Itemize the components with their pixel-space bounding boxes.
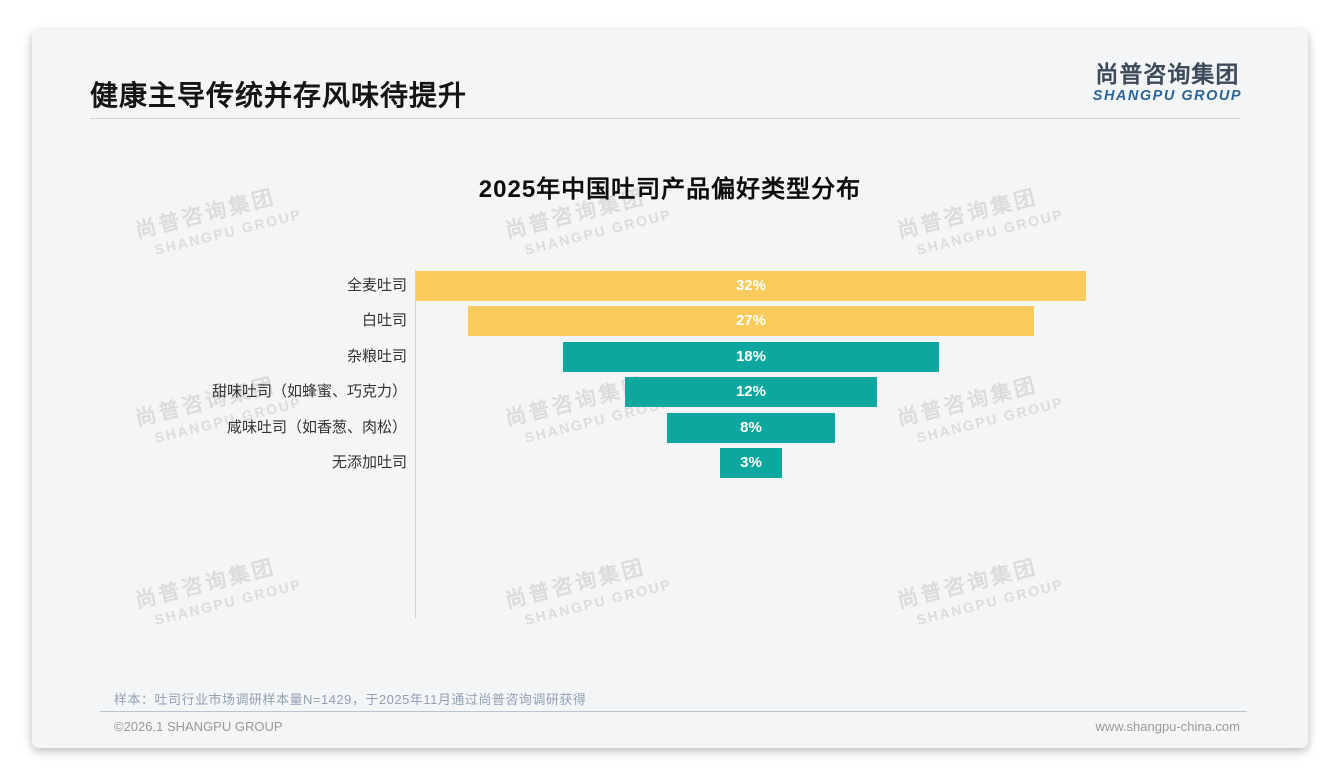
logo-en-text: SHANGPU GROUP: [1092, 88, 1242, 104]
sample-note: 样本：吐司行业市场调研样本量N=1429，于2025年11月通过尚普咨询调研获得: [114, 692, 587, 707]
bar-value-label: 18%: [735, 347, 766, 365]
bar-value-label: 27%: [735, 312, 766, 330]
category-label: 甜味吐司（如蜂蜜、巧克力）: [211, 383, 407, 401]
bar-value-label: 32%: [735, 277, 766, 294]
funnel-bar: 8%: [667, 412, 835, 443]
chart-title: 2025年中国吐司产品偏好类型分布: [478, 176, 862, 203]
funnel-bar: 32%: [415, 271, 1087, 301]
category-label: 咸味吐司（如香葱、肉松）: [226, 418, 407, 436]
bar-value-label: 3%: [740, 454, 762, 471]
funnel-chart: 全麦吐司 32% 白吐司 27% 杂粮吐司 18% 甜味吐司（如蜂蜜、巧克力） 12% 咸味吐司…: [32, 30, 1308, 748]
footer-copyright: ©2026.1 SHANGPU GROUP: [114, 719, 283, 734]
y-axis-line: [415, 270, 416, 618]
slide-title: 健康主导传统并存风味待提升: [90, 80, 468, 111]
category-label: 无添加吐司: [331, 454, 407, 471]
company-logo: 尚普咨询集团 SHANGPU GROUP: [1093, 61, 1242, 104]
funnel-bar: 12%: [625, 377, 877, 408]
footer-divider: [100, 711, 1247, 712]
category-label: 全麦吐司: [346, 277, 407, 294]
bar-value-label: 8%: [740, 418, 762, 436]
funnel-bar: 3%: [719, 448, 783, 478]
header-divider: [90, 118, 1240, 119]
category-label: 杂粮吐司: [346, 347, 407, 365]
slide-card: 尚普咨询集团 SHANGPU GROUP 尚普咨询集团 SHANGPU GROUP 尚普…: [32, 30, 1308, 748]
footer-website: www.shangpu-china.com: [1095, 719, 1240, 734]
funnel-bar: 27%: [468, 306, 1034, 337]
bar-value-label: 12%: [735, 383, 766, 401]
funnel-bar: 18%: [562, 341, 940, 372]
category-label: 白吐司: [361, 312, 407, 330]
logo-cn-text: 尚普咨询集团: [1095, 61, 1240, 87]
